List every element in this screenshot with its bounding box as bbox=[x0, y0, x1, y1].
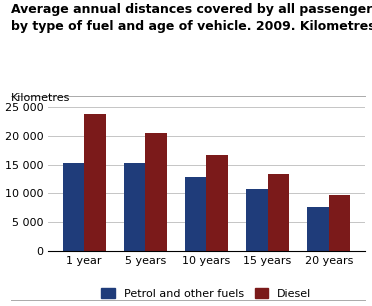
Bar bbox=[206, 155, 228, 251]
Bar bbox=[185, 177, 206, 251]
Bar bbox=[84, 114, 106, 251]
Bar bbox=[145, 133, 167, 251]
Bar bbox=[307, 207, 329, 251]
Bar bbox=[63, 163, 84, 251]
Text: Kilometres: Kilometres bbox=[11, 92, 71, 103]
Bar bbox=[267, 174, 289, 251]
Bar bbox=[246, 189, 267, 251]
Bar bbox=[124, 163, 145, 251]
Bar bbox=[329, 195, 350, 251]
Text: Average annual distances covered by all passenger cars,
by type of fuel and age : Average annual distances covered by all … bbox=[11, 3, 372, 33]
Legend: Petrol and other fuels, Diesel: Petrol and other fuels, Diesel bbox=[102, 288, 311, 299]
